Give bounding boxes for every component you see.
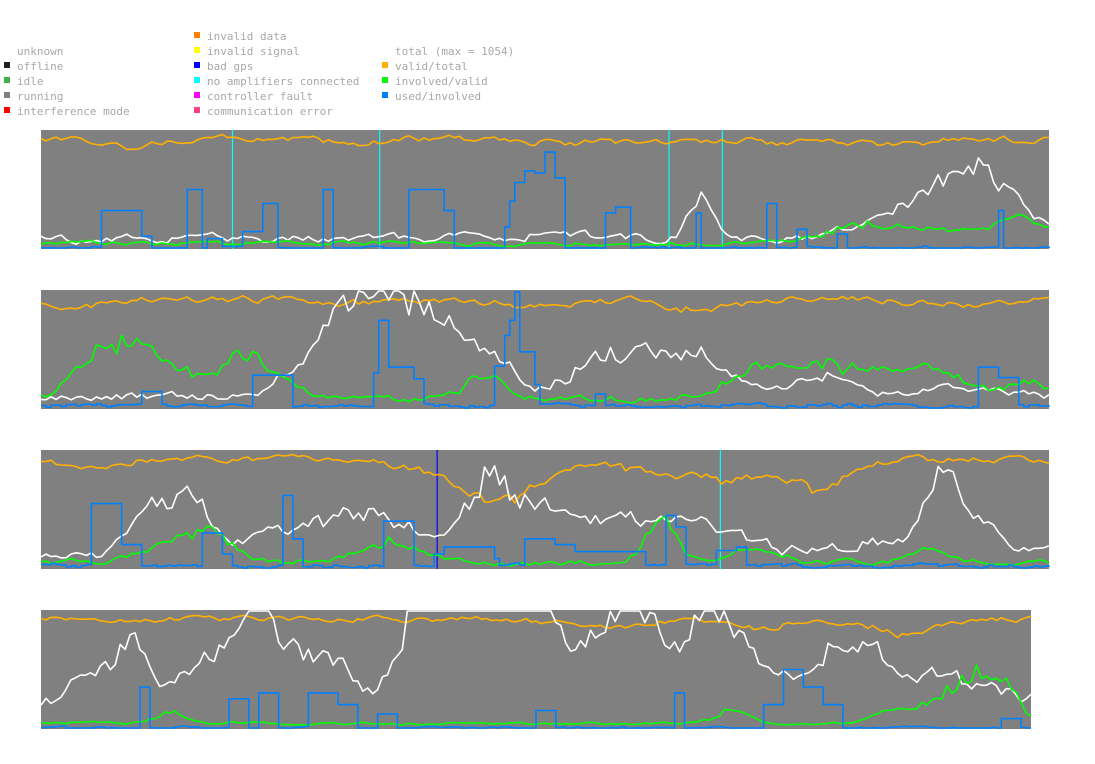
legend-status-swatch	[194, 32, 200, 38]
series-line-valid-total	[40, 453, 1050, 504]
legend-status-label: invalid signal	[207, 45, 300, 58]
series-line-involved-valid	[40, 213, 1050, 248]
series-line-used-involved	[41, 494, 1050, 569]
chart-panel-1	[40, 130, 1050, 249]
legend-status-label: idle	[17, 75, 44, 88]
legend-status-label: interference mode	[17, 105, 130, 118]
chart-panel-4	[40, 610, 1032, 729]
series-line-total	[40, 157, 1050, 245]
chart-panel-3	[40, 450, 1050, 569]
legend-ratio-label: valid/total	[395, 60, 468, 73]
chart-panel-2	[40, 290, 1050, 409]
series-line-valid-total	[40, 133, 1050, 151]
legend-ratio-label: involved/valid	[395, 75, 488, 88]
legend-status-label: no amplifiers connected	[207, 75, 359, 88]
legend-status-swatch	[4, 107, 10, 113]
legend-status-swatch	[194, 47, 200, 53]
legend-status-label: unknown	[17, 45, 63, 58]
legend-status-label: running	[17, 90, 63, 103]
series-line-total	[40, 290, 1050, 402]
legend-ratio-swatch	[382, 92, 388, 98]
legend-status-label: offline	[17, 60, 63, 73]
series-line-used-involved	[41, 151, 1050, 249]
legend-status-swatch	[4, 62, 10, 68]
series-line-total	[40, 610, 1032, 706]
panel-background	[41, 450, 1049, 569]
series-line-involved-valid	[40, 515, 1050, 567]
legend-status-swatch	[4, 92, 10, 98]
legend-status-label: invalid data	[207, 30, 286, 43]
legend-status-label: controller fault	[207, 90, 313, 103]
series-line-used-involved	[41, 668, 1031, 729]
legend-status-label: communication error	[207, 105, 333, 118]
legend-ratio-label: total (max = 1054)	[395, 45, 514, 58]
legend-status-swatch	[194, 62, 200, 68]
legend-status-swatch	[4, 77, 10, 83]
legend-status-label: bad gps	[207, 60, 253, 73]
series-line-total	[40, 465, 1050, 559]
legend-ratio-swatch	[382, 77, 388, 83]
legend: unknown offline idle running interference mo…	[4, 30, 514, 118]
chart-panels	[40, 130, 1050, 729]
series-line-involved-valid	[40, 334, 1050, 404]
legend-status-swatch	[194, 77, 200, 83]
legend-status-swatch	[194, 92, 200, 98]
legend-ratio-swatch	[382, 62, 388, 68]
series-line-used-involved	[41, 291, 1050, 409]
panel-background	[41, 130, 1049, 249]
legend-status-swatch	[194, 107, 200, 113]
series-line-valid-total	[40, 295, 1050, 313]
series-line-valid-total	[40, 614, 1032, 639]
panel-background	[41, 290, 1049, 409]
legend-ratio-label: used/involved	[395, 90, 481, 103]
panel-background	[41, 610, 1031, 729]
